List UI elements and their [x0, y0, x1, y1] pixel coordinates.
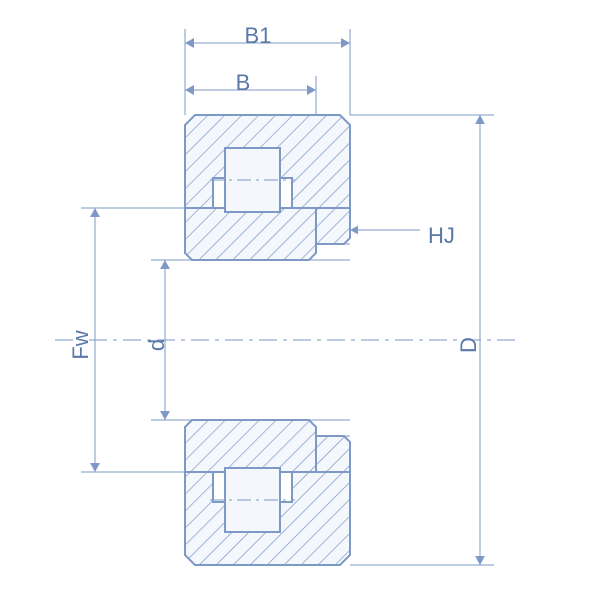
svg-text:D: D [456, 337, 481, 353]
svg-text:d: d [144, 339, 169, 351]
dimensions [81, 29, 494, 565]
svg-text:HJ: HJ [428, 223, 455, 248]
bearing-cross-section-diagram: B1 B Dd Fw HJ [0, 0, 600, 600]
inner-ring-bottom [185, 420, 316, 472]
svg-text:B: B [236, 70, 251, 95]
svg-text:Fw: Fw [68, 330, 93, 359]
hj-ring-bottom [316, 436, 350, 472]
hj-ring-top [316, 208, 350, 244]
svg-text:B1: B1 [245, 23, 272, 48]
inner-ring-top [185, 208, 316, 260]
bearing-body [55, 115, 520, 565]
